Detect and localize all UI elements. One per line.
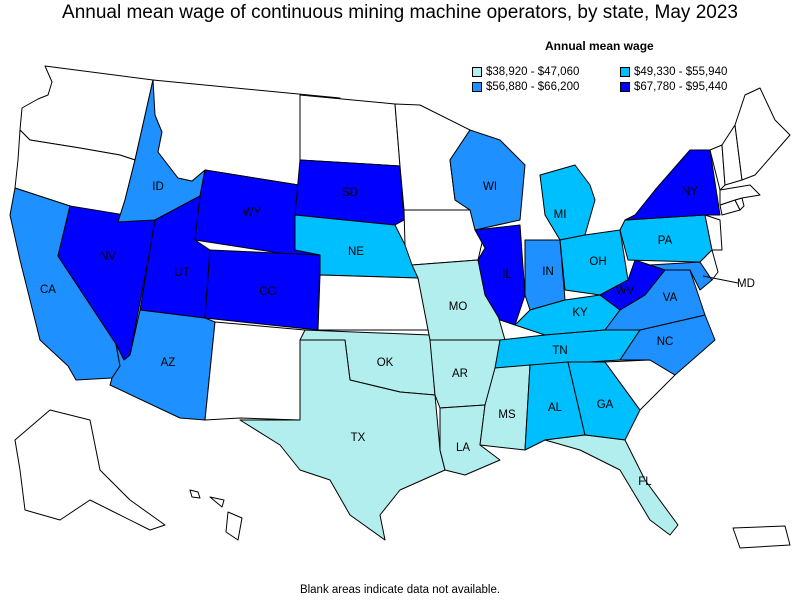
state-label-il: IL — [502, 269, 512, 281]
legend-swatch — [620, 82, 630, 92]
state-label-wy: WY — [243, 207, 262, 219]
state-label-wv: WV — [616, 285, 635, 297]
state-label-md: MD — [737, 278, 755, 290]
legend-swatch — [472, 67, 482, 77]
state-label-oh: OH — [589, 256, 606, 268]
state-label-ky: KY — [572, 307, 588, 319]
state-label-in: IN — [542, 266, 554, 278]
state-label-id: ID — [152, 181, 164, 193]
state-ms — [479, 364, 531, 451]
state-label-ca: CA — [40, 284, 56, 296]
state-me — [734, 87, 791, 181]
state-label-sd: SD — [342, 187, 358, 199]
state-label-tn: TN — [552, 345, 567, 357]
legend-item-bin-4: $67,780 - $95,440 — [620, 80, 727, 94]
state-tx — [239, 339, 446, 541]
state-label-nc: NC — [657, 336, 674, 348]
state-label-wi: WI — [483, 181, 497, 193]
legend-label: $67,780 - $95,440 — [634, 81, 728, 93]
state-label-ar: AR — [452, 368, 468, 380]
state-label-tx: TX — [351, 432, 366, 444]
state-fl — [544, 434, 679, 536]
state-label-fl: FL — [638, 476, 652, 488]
state-pr — [732, 525, 791, 549]
state-label-ga: GA — [597, 399, 614, 411]
map-title: Annual mean wage of continuous mining ma… — [62, 2, 738, 23]
footnote: Blank areas indicate data not available. — [299, 584, 501, 596]
state-label-co: CO — [259, 286, 276, 298]
legend-item-bin-3: $56,880 - $66,200 — [472, 80, 579, 94]
md-leader-line — [702, 275, 739, 284]
state-ak — [14, 409, 166, 531]
legend-item-bin-1: $38,920 - $47,060 — [472, 65, 579, 79]
state-label-nv: NV — [100, 251, 116, 263]
state-label-ne: NE — [348, 246, 364, 258]
state-label-pa: PA — [658, 235, 673, 247]
state-de — [699, 249, 719, 281]
legend-label: $49,330 - $55,940 — [634, 66, 728, 78]
state-ga — [567, 361, 641, 441]
state-nm — [204, 321, 306, 421]
state-label-az: AZ — [161, 357, 176, 369]
legend-label: $38,920 - $47,060 — [486, 66, 580, 78]
legend-swatch — [620, 67, 630, 77]
legend-swatch — [472, 82, 482, 92]
state-nd — [299, 94, 401, 167]
state-label-la: LA — [456, 442, 470, 454]
legend-item-bin-2: $49,330 - $55,940 — [620, 65, 727, 79]
state-ny — [624, 149, 721, 221]
legend-label: $56,880 - $66,200 — [486, 81, 580, 93]
state-label-ny: NY — [682, 186, 698, 198]
state-hi — [189, 489, 243, 541]
state-az — [109, 309, 216, 421]
state-mi — [539, 164, 596, 241]
state-sd — [294, 159, 405, 226]
legend-title: Annual mean wage — [545, 39, 654, 53]
state-label-ut: UT — [174, 267, 189, 279]
state-nj — [704, 214, 723, 251]
state-il — [474, 224, 526, 326]
state-ks — [317, 274, 431, 331]
state-label-mo: MO — [449, 301, 468, 313]
state-label-al: AL — [548, 402, 563, 414]
state-wv — [599, 259, 666, 311]
state-label-ok: OK — [377, 357, 394, 369]
state-label-va: VA — [663, 292, 678, 304]
state-label-mi: MI — [554, 209, 567, 221]
state-ma — [719, 184, 761, 206]
state-label-ms: MS — [498, 409, 516, 421]
state-wi — [449, 129, 526, 231]
